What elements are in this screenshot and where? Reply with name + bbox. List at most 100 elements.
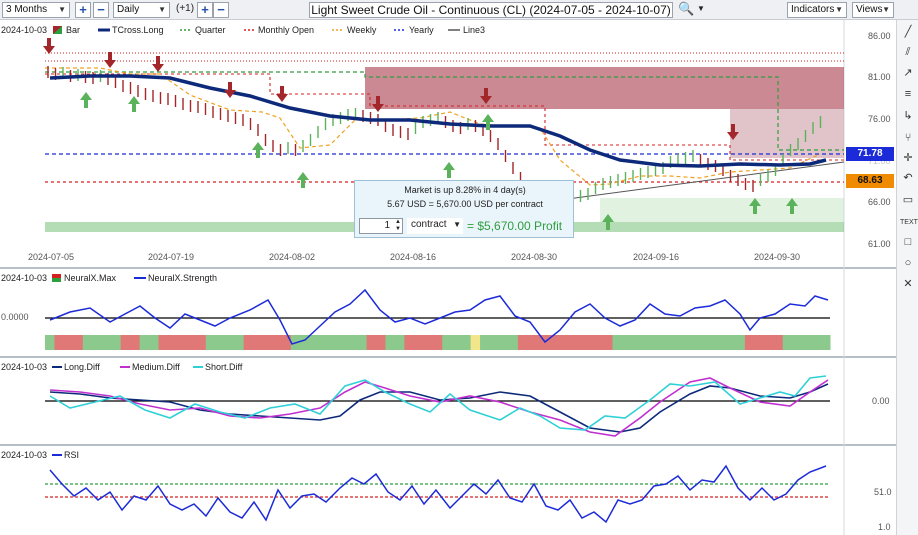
rsi-date-label: 2024-10-03	[1, 450, 47, 460]
y-tick: 0.0000	[1, 312, 29, 322]
spinner-arrows-icon[interactable]: ▲ ▼	[395, 219, 401, 232]
interval-select[interactable]: Daily ▼	[113, 2, 170, 18]
text-tool-icon[interactable]: TEXT	[900, 219, 918, 226]
zoom-in-button[interactable]: +	[75, 2, 91, 18]
period-select[interactable]: 3 Months ▼	[2, 2, 70, 18]
neuralx-max-block	[120, 335, 131, 350]
long-diff-line	[49, 383, 829, 433]
neuralx-date-label: 2024-10-03	[1, 273, 47, 283]
x-tick: 2024-09-30	[754, 252, 800, 262]
time-axis[interactable]: 2024-07-05 2024-07-19 2024-08-02 2024-08…	[28, 252, 800, 262]
neuralx-max-block	[716, 335, 727, 350]
search-options-chevron-icon[interactable]: ▼	[697, 4, 705, 13]
neuralx-max-block	[130, 335, 141, 350]
neuralx-max-block	[262, 335, 273, 350]
neuralx-max-block	[300, 335, 311, 350]
quantity-stepper[interactable]: 1 ▲ ▼	[359, 218, 403, 234]
offset-increase-button[interactable]: +	[197, 2, 213, 18]
indicators-menu-button[interactable]: Indicators ▼	[787, 2, 847, 18]
neuralx-max-block	[167, 335, 178, 350]
neuralx-max-bars	[45, 335, 831, 350]
neuralx-max-block	[820, 335, 831, 350]
search-icon[interactable]: 🔍	[678, 1, 695, 16]
quarter-line	[45, 71, 844, 151]
crosshair-tool-icon[interactable]: ✛	[903, 152, 913, 164]
chart-canvas[interactable]: 2024-10-03 Bar TCross.Long Quarter Month…	[0, 0, 896, 535]
x-tick: 2024-09-16	[633, 252, 679, 262]
neuralx-max-block	[603, 335, 613, 350]
fib-tool-icon[interactable]: ≡	[904, 88, 912, 100]
neuralx-max-block	[149, 335, 159, 350]
bear-signal-arrow	[152, 56, 164, 72]
main-legend: 2024-10-03 Bar TCross.Long Quarter Month…	[1, 25, 485, 35]
neuralx-max-block	[555, 335, 566, 350]
monthly-open-line	[45, 73, 844, 161]
neuralx-max-block	[423, 335, 434, 350]
neuralx-max-block	[565, 335, 576, 350]
curve-tool-icon[interactable]: ↳	[903, 110, 913, 122]
legend-line3: Line3	[463, 25, 485, 35]
offset-decrease-button[interactable]: −	[213, 2, 229, 18]
y-tick: 0.00	[872, 396, 890, 406]
tcross-long-line	[49, 74, 827, 168]
short-diff-line	[49, 375, 827, 431]
pitchfork-tool-icon[interactable]: ⑂	[904, 132, 912, 144]
neuralx-max-block	[177, 335, 188, 350]
neuralx-max-block	[432, 335, 443, 350]
neuralx-strength-line	[49, 288, 829, 345]
views-menu-button[interactable]: Views ▼	[852, 2, 894, 18]
legend-monthly-open: Monthly Open	[258, 25, 314, 35]
ray-tool-icon[interactable]: ↗	[903, 67, 913, 79]
neuralx-max-block	[688, 335, 699, 350]
bull-signal-arrow	[443, 162, 455, 178]
main-date-label: 2024-10-03	[1, 25, 47, 35]
note-tool-icon[interactable]: ▭	[902, 194, 914, 206]
main-price-axis[interactable]: 86.00 81.00 76.00 71.00 66.00 61.00	[868, 31, 891, 249]
bull-signal-arrow	[602, 214, 614, 230]
tooltip-value-text: 5.67 USD = 5,670.00 USD per contract	[387, 199, 543, 209]
rectangle-tool-icon[interactable]: □	[904, 236, 912, 248]
period-value: 3 Months	[6, 4, 48, 15]
y-tick: 76.00	[868, 114, 891, 124]
profit-text: = $5,670.00 Profit	[467, 219, 563, 233]
neuralx-max-block	[498, 335, 509, 350]
neuralx-max-block	[782, 335, 793, 350]
neuralx-max-block	[253, 335, 264, 350]
line-tool-icon[interactable]: ╱	[904, 26, 912, 38]
neuralx-max-block	[461, 335, 472, 350]
neuralx-max-block	[271, 335, 282, 350]
ellipse-tool-icon[interactable]: ○	[904, 257, 912, 269]
neuralx-max-block	[73, 335, 84, 350]
neuralx-max-block	[338, 335, 349, 350]
legend-bar: Bar	[66, 25, 80, 35]
y-tick: 61.00	[868, 239, 891, 249]
neuralx-max-block	[489, 335, 500, 350]
neuralx-max-block	[376, 335, 386, 350]
unit-select[interactable]: contract ▼	[407, 218, 463, 234]
bear-signal-arrow	[372, 96, 384, 112]
delete-drawings-icon[interactable]: ✕	[903, 278, 913, 290]
neuralx-max-block	[394, 335, 405, 350]
legend-neuralx-strength: NeuralX.Strength	[148, 273, 217, 283]
y-tick: 81.00	[868, 72, 891, 82]
neuralx-max-block	[801, 335, 812, 350]
bull-signal-arrow	[128, 96, 140, 112]
zoom-out-button[interactable]: −	[93, 2, 109, 18]
undo-icon[interactable]: ↶	[903, 172, 913, 184]
chart-title: Light Sweet Crude Oil - Continuous (CL) …	[309, 2, 673, 18]
neuralx-max-block	[139, 335, 150, 350]
rsi-panel[interactable]: 2024-10-03 RSI 51.0 1.0	[1, 450, 892, 532]
chevron-down-icon: ▼	[158, 5, 166, 14]
bull-signal-arrow	[252, 142, 264, 158]
neuralx-max-block	[243, 335, 254, 350]
neuralx-max-block	[735, 335, 746, 350]
neuralx-panel[interactable]: 2024-10-03 NeuralX.Max NeuralX.Strength …	[1, 273, 831, 350]
views-label: Views	[856, 4, 883, 15]
channel-tool-icon[interactable]: ⫽	[905, 46, 911, 58]
neuralx-max-block	[45, 335, 55, 350]
signal-arrows	[43, 38, 798, 230]
neuralx-max-block	[773, 335, 784, 350]
diff-panel[interactable]: 2024-10-03 Long.Diff Medium.Diff Short.D…	[1, 362, 890, 437]
neuralx-max-block	[744, 335, 755, 350]
neuralx-max-block	[347, 335, 358, 350]
